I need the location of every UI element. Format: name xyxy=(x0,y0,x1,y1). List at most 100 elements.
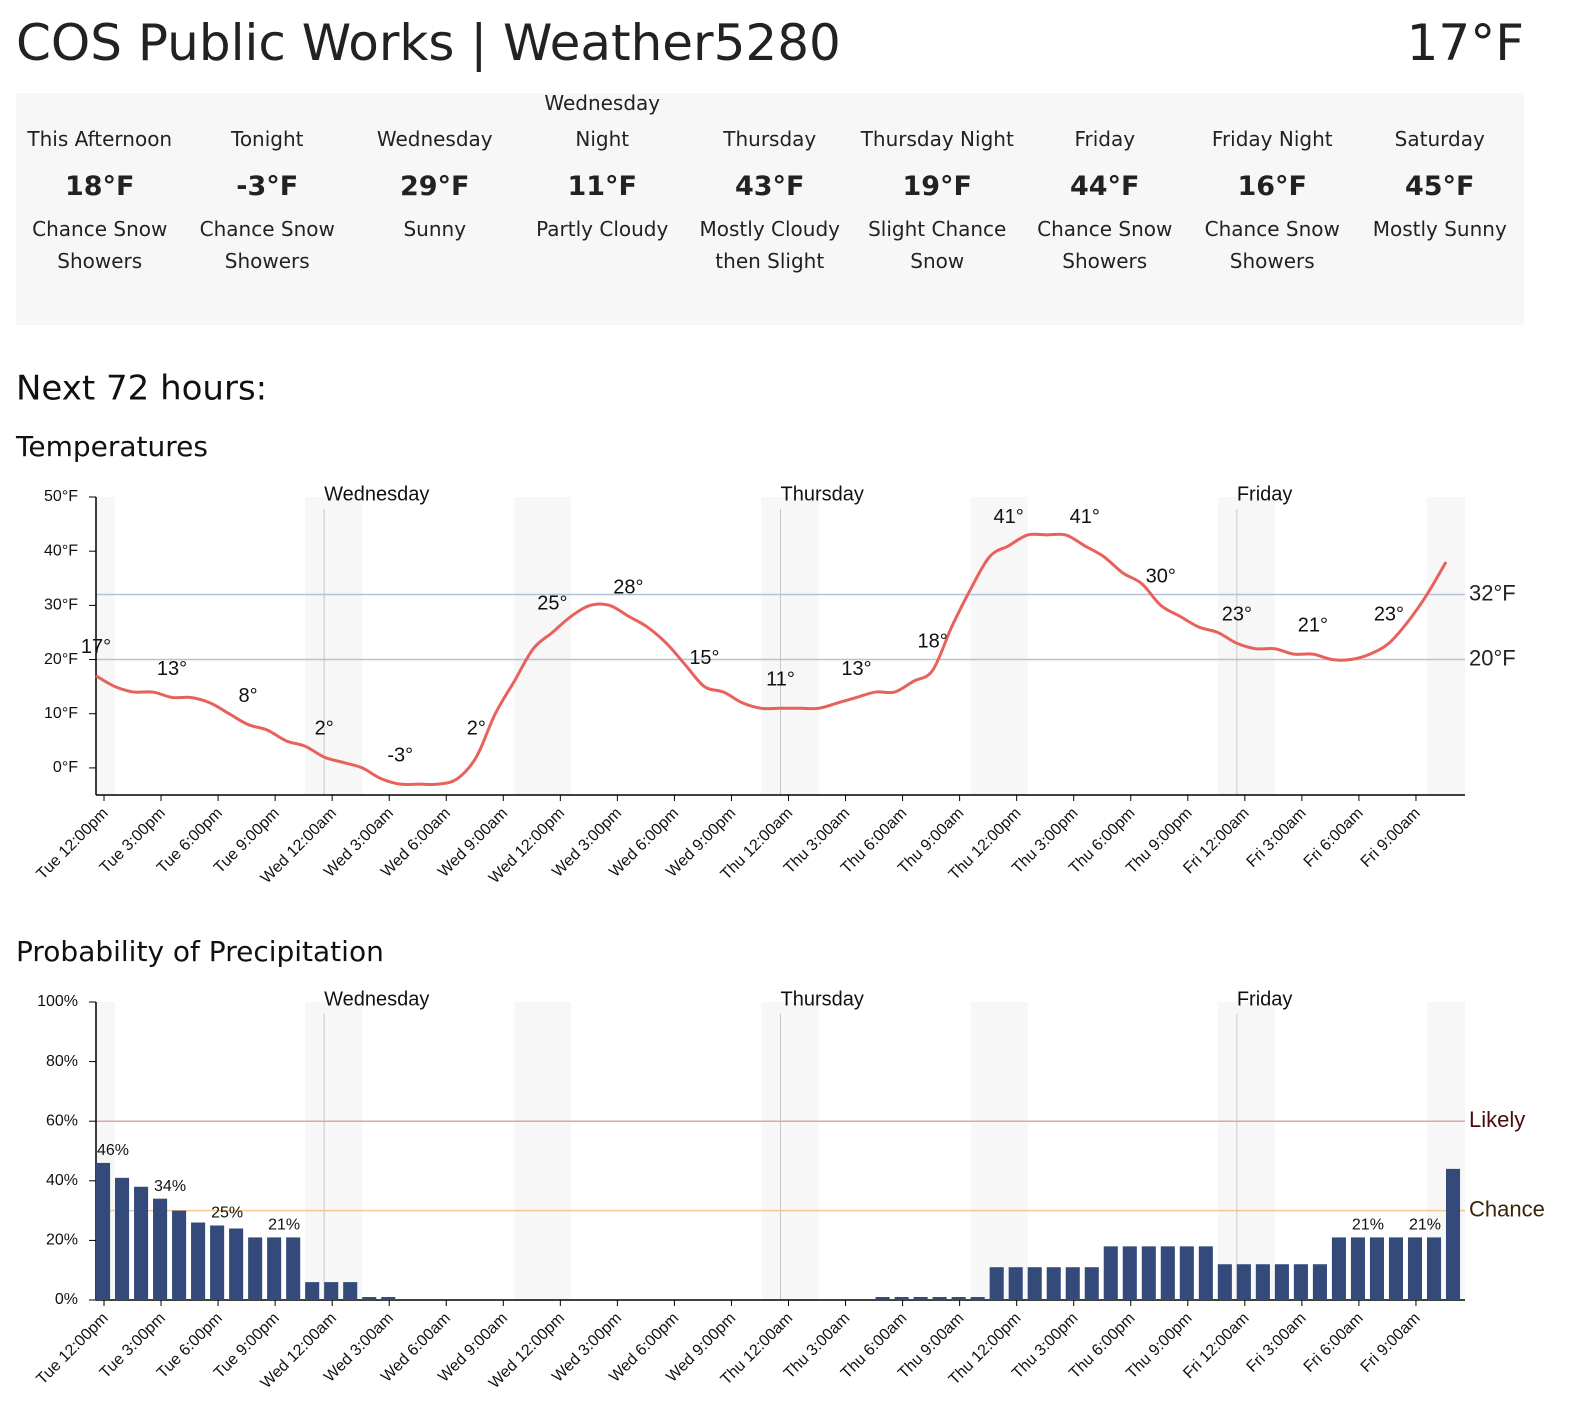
bar xyxy=(134,1186,149,1300)
current-temperature: 17°F xyxy=(1406,14,1524,72)
section-title: Next 72 hours: xyxy=(16,369,267,409)
data-label: 18° xyxy=(917,631,947,653)
bar xyxy=(1065,1267,1080,1300)
bar xyxy=(229,1228,244,1300)
day-label: Thursday xyxy=(781,988,864,1010)
bar xyxy=(305,1282,320,1300)
y-tick-label: 80% xyxy=(46,1053,78,1070)
temperature-line xyxy=(95,532,1448,787)
bar xyxy=(343,1282,358,1300)
period-temperature: 29°F xyxy=(399,171,470,202)
bar xyxy=(1141,1246,1156,1300)
bar xyxy=(248,1237,263,1300)
bar xyxy=(1331,1237,1346,1300)
period-forecast: Chance Snow Showers xyxy=(199,217,335,273)
period-name-box: Thursday Night xyxy=(854,85,1022,157)
period-forecast: Chance Snow Showers xyxy=(1037,217,1173,273)
shade-band xyxy=(970,497,1028,795)
data-label: 41° xyxy=(1070,506,1100,528)
data-label: 34% xyxy=(154,1178,186,1195)
x-tick-label: Fri 3:00am xyxy=(1244,1310,1310,1376)
bar xyxy=(1274,1264,1289,1300)
shade-band xyxy=(514,497,572,795)
data-label: 11° xyxy=(766,669,795,691)
shade-band xyxy=(761,1002,819,1300)
forecast-period: Thursday 43°F Mostly Cloudy then Slight xyxy=(686,93,854,325)
reference-label: Likely xyxy=(1469,1107,1525,1132)
period-name: Thursday xyxy=(723,127,817,151)
period-name: Wednesday xyxy=(376,127,493,151)
period-forecast: Chance Snow Showers xyxy=(32,217,168,273)
period-name: Friday Night xyxy=(1211,127,1333,151)
chart-title: Temperatures xyxy=(15,430,208,463)
data-label: 17° xyxy=(81,636,111,658)
bar xyxy=(1369,1237,1385,1300)
bar xyxy=(191,1222,206,1300)
reference-label: Chance xyxy=(1469,1196,1545,1221)
data-label: 21% xyxy=(1352,1217,1384,1234)
period-name-box: Wednesday xyxy=(351,85,519,157)
y-tick-label: 50°F xyxy=(44,488,78,505)
bar xyxy=(96,1162,111,1300)
period-name: Saturday xyxy=(1394,127,1485,151)
y-tick-label: 0°F xyxy=(53,759,78,776)
period-name-box: Friday xyxy=(1021,85,1189,157)
bar xyxy=(1236,1264,1251,1300)
period-forecast: Slight Chance Snow xyxy=(868,217,1007,273)
reference-label: 20°F xyxy=(1469,645,1516,670)
data-label: 46% xyxy=(97,1142,129,1159)
bar xyxy=(1350,1237,1365,1300)
shade-band xyxy=(761,497,819,795)
y-tick-label: 30°F xyxy=(44,597,78,614)
bar xyxy=(1179,1246,1194,1300)
y-tick-label: 20% xyxy=(46,1232,78,1249)
period-forecast: Partly Cloudy xyxy=(536,217,669,241)
bar xyxy=(1426,1237,1442,1300)
forecast-period: This Afternoon 18°F Chance Snow Showers xyxy=(16,93,184,325)
bar xyxy=(172,1210,187,1300)
forecast-period: Wednesday Night 11°F Partly Cloudy xyxy=(519,91,687,325)
period-temperature: 11°F xyxy=(567,171,638,202)
forecast-period: Saturday 45°F Mostly Sunny xyxy=(1356,93,1524,325)
day-label: Thursday xyxy=(781,483,864,505)
bar xyxy=(1388,1237,1404,1300)
bar xyxy=(267,1237,282,1300)
bar xyxy=(381,1297,396,1300)
data-label: 25% xyxy=(211,1205,243,1222)
bar xyxy=(1160,1246,1175,1300)
y-tick-label: 40% xyxy=(46,1172,78,1189)
data-label: 23° xyxy=(1374,604,1404,626)
period-name-box: Tonight xyxy=(184,85,352,157)
forecast-period: Tonight -3°F Chance Snow Showers xyxy=(184,93,352,325)
x-tick-label: Fri 6:00am xyxy=(1301,805,1367,871)
bar xyxy=(1217,1264,1232,1300)
bar xyxy=(1312,1264,1327,1300)
x-tick-label: Fri 6:00am xyxy=(1301,1310,1367,1376)
bar xyxy=(1255,1264,1270,1300)
shade-band xyxy=(96,497,116,795)
bar xyxy=(115,1177,130,1300)
forecast-period: Thursday Night 19°F Slight Chance Snow xyxy=(854,93,1022,325)
chart-title: Probability of Precipitation xyxy=(16,935,384,968)
period-forecast: Chance Snow Showers xyxy=(1204,217,1340,273)
day-label: Wednesday xyxy=(324,988,429,1010)
period-name: Friday xyxy=(1074,127,1136,151)
period-name: This Afternoon xyxy=(27,127,173,151)
bar xyxy=(1407,1237,1423,1300)
x-tick-label: Tue 12:00pm xyxy=(34,1310,112,1388)
data-label: 15° xyxy=(689,647,719,669)
bar xyxy=(153,1198,168,1300)
period-temperature: 16°F xyxy=(1237,171,1308,202)
data-label: 28° xyxy=(613,576,643,598)
y-tick-label: 10°F xyxy=(44,705,78,722)
period-temperature: 44°F xyxy=(1069,171,1140,202)
period-name-box: Saturday xyxy=(1356,85,1524,157)
bar xyxy=(1293,1264,1308,1300)
forecast-period: Friday 44°F Chance Snow Showers xyxy=(1021,93,1189,325)
bar xyxy=(1046,1267,1061,1300)
data-label: 23° xyxy=(1222,604,1252,626)
bar xyxy=(1027,1267,1042,1300)
bar xyxy=(1122,1246,1137,1300)
